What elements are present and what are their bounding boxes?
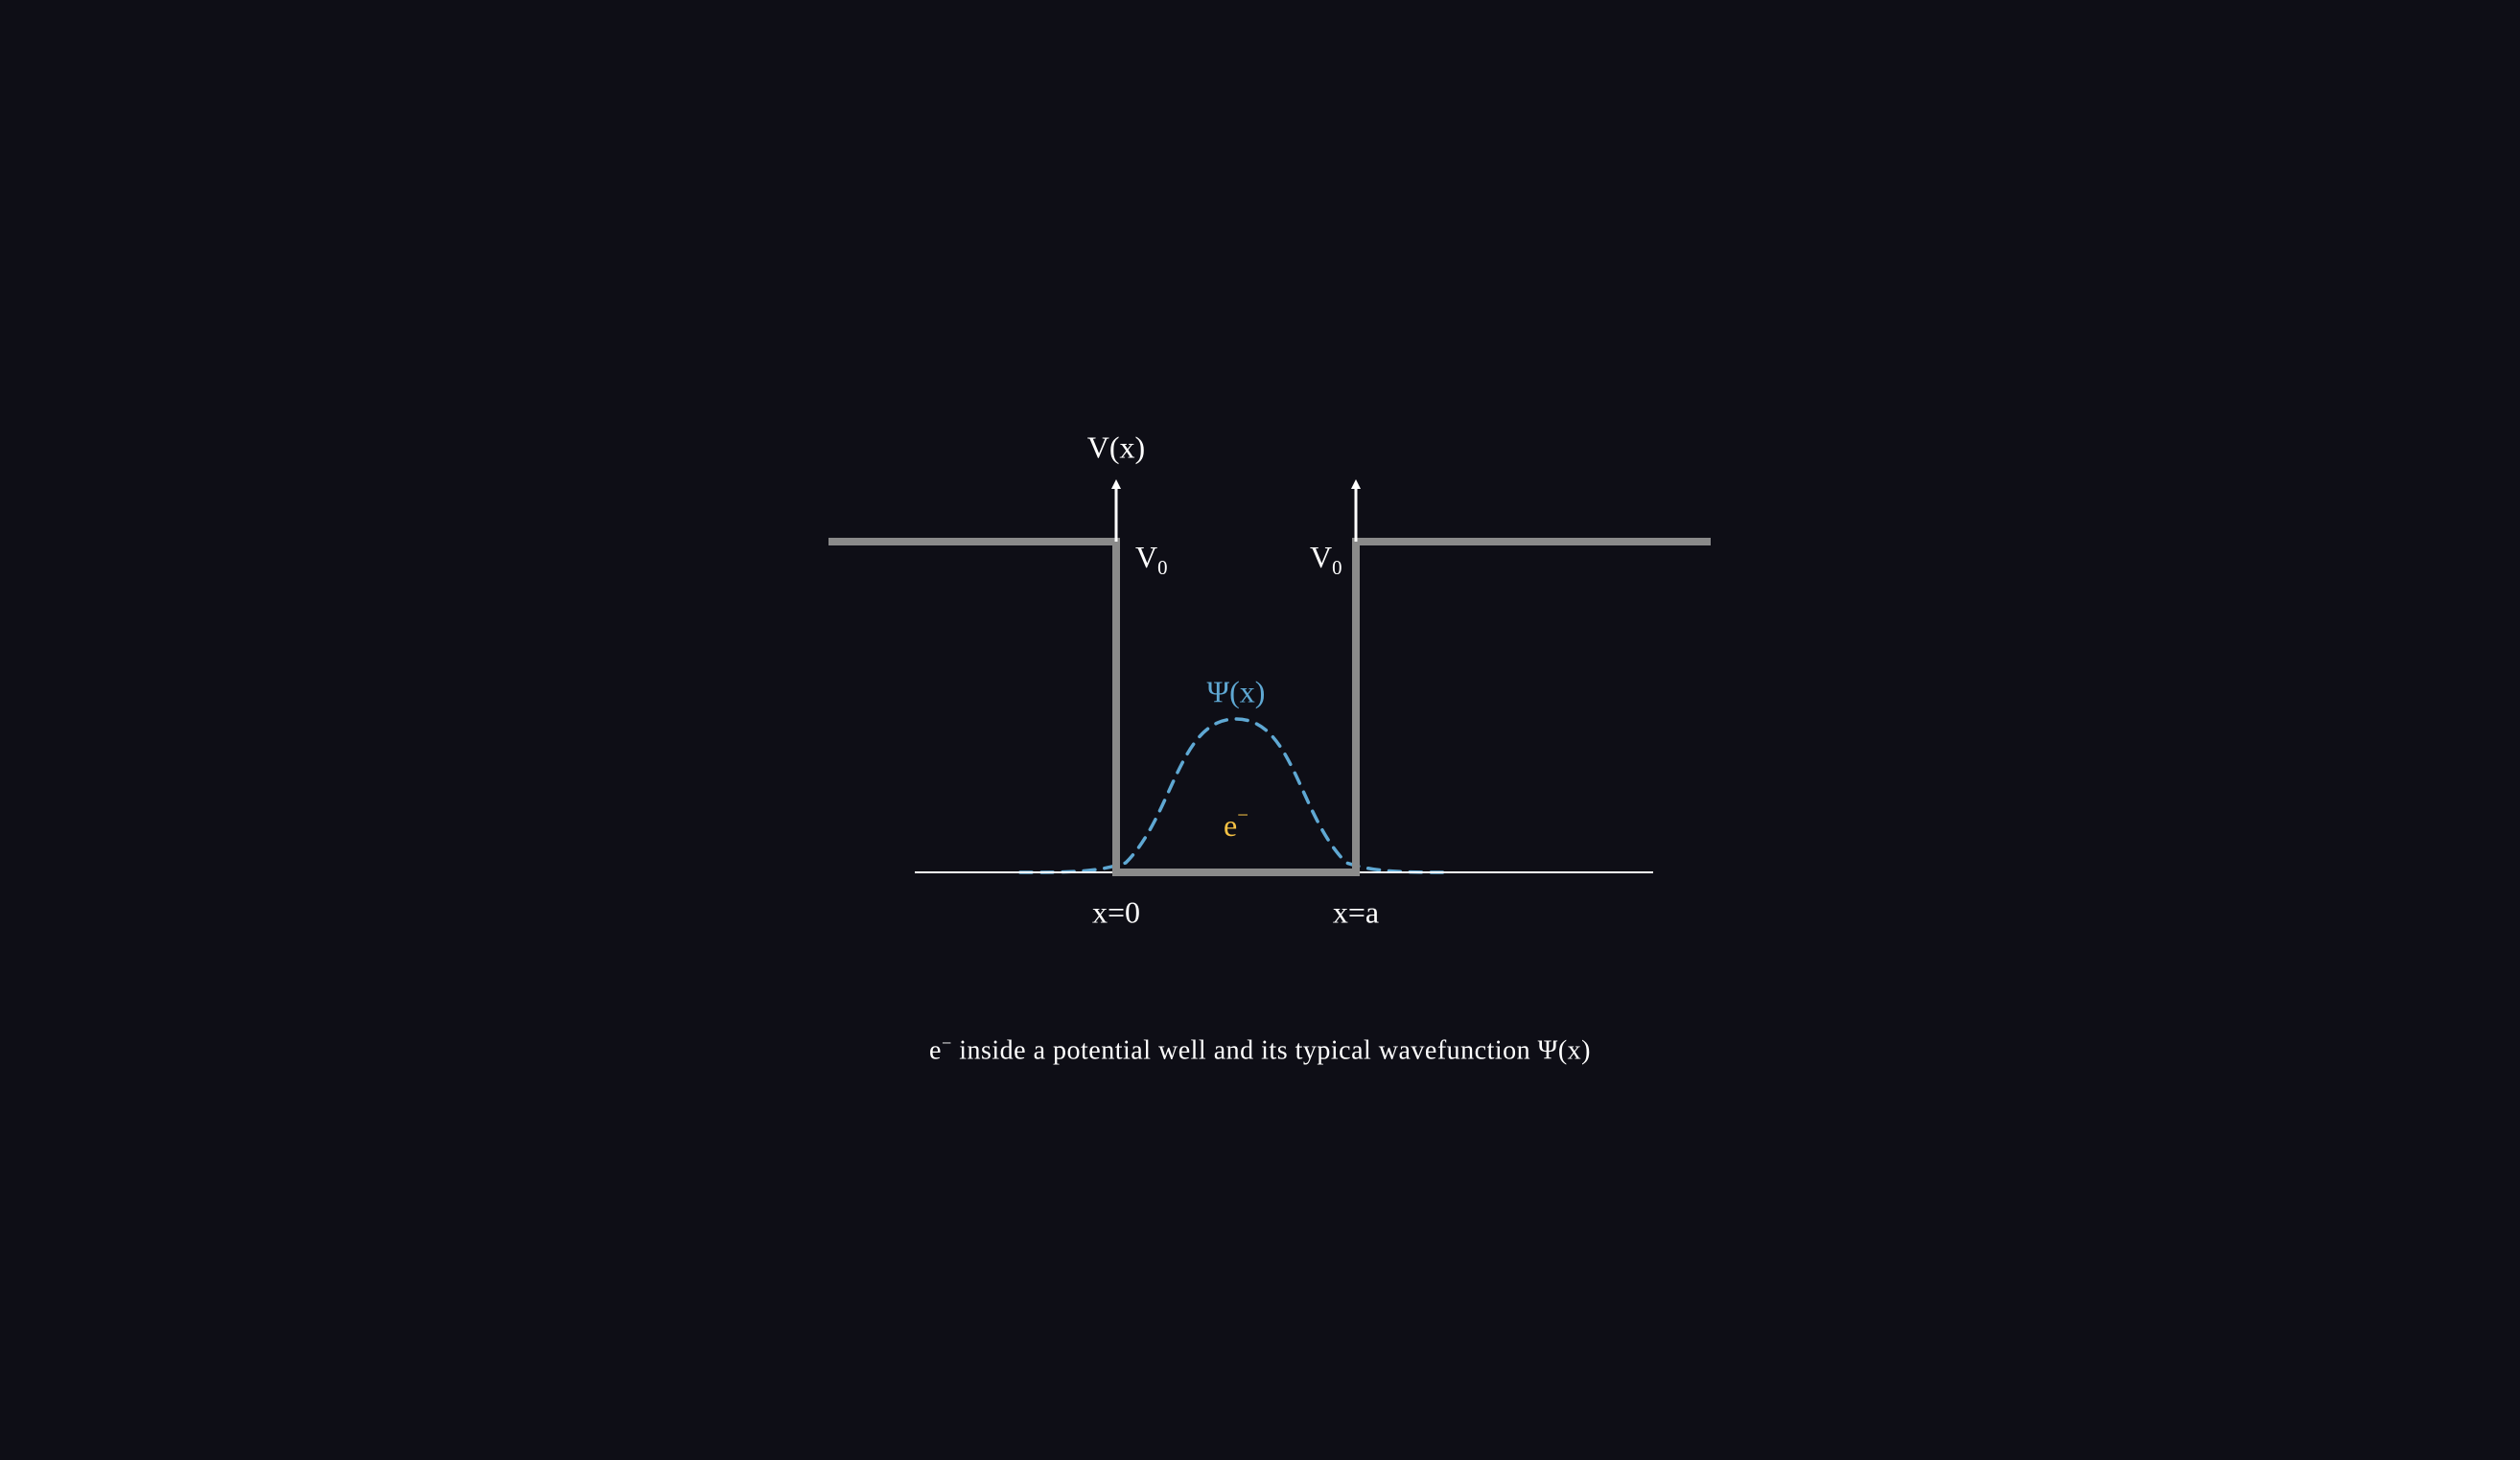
caption-rest: inside a potential well and its typical … [952, 1036, 1591, 1066]
potential-well-diagram: V(x) V0 V0 Ψ(x) e− x=0 x=a [733, 393, 1787, 1007]
v0-left-label: V0 [1135, 541, 1168, 579]
figure-caption: e− inside a potential well and its typic… [929, 1033, 1591, 1066]
figure-container: V(x) V0 V0 Ψ(x) e− x=0 x=a e− inside a potenti… [733, 393, 1787, 1066]
caption-e: e [929, 1036, 942, 1066]
xa-label: x=a [1333, 895, 1379, 930]
vx-label: V(x) [1087, 430, 1145, 465]
psi-label: Ψ(x) [1207, 675, 1266, 709]
potential-well-outline [828, 542, 1711, 872]
caption-e-sup: − [942, 1033, 952, 1053]
wavefunction-curve [1020, 719, 1452, 872]
v0-right-label: V0 [1310, 541, 1342, 579]
electron-label: e− [1224, 804, 1248, 843]
x0-label: x=0 [1092, 895, 1140, 930]
